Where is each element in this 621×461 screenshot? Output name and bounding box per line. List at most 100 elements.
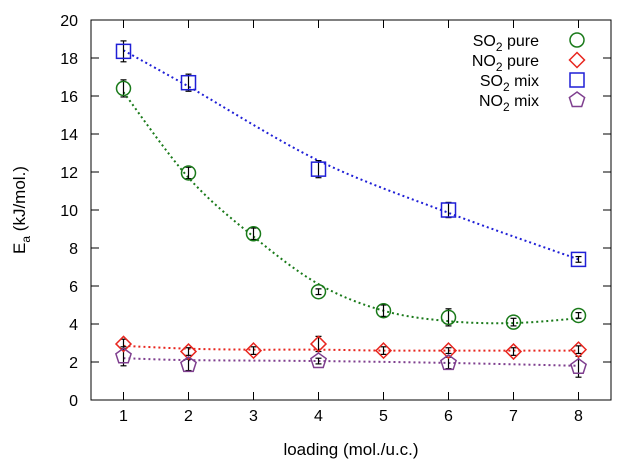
- fit-curves: [122, 49, 579, 367]
- data-markers: [114, 43, 588, 374]
- error-bar: [120, 79, 127, 98]
- error-bar: [250, 346, 257, 355]
- ticks: [91, 19, 611, 401]
- error-bar: [575, 312, 582, 319]
- legend-marker: [569, 32, 585, 48]
- y-tick-label: 20: [60, 13, 78, 30]
- error-bar: [185, 166, 192, 180]
- legend-label-formula: NO: [479, 93, 503, 110]
- x-tick-label: 3: [249, 408, 258, 425]
- x-tick-label: 5: [379, 408, 388, 425]
- legend-label-suffix: pure: [503, 53, 540, 70]
- legend-marker: [568, 91, 586, 108]
- data-point: [439, 342, 458, 360]
- legend-label-suffix: pure: [503, 33, 540, 50]
- y-axis-title-main: E: [10, 243, 29, 254]
- y-axis-title: Ea (kJ/mol.): [10, 166, 33, 254]
- y-axis-title-sub: a: [19, 236, 33, 243]
- data-point: [115, 80, 132, 97]
- fit-curve: [123, 344, 579, 352]
- data-point: [310, 283, 327, 300]
- legend-label-suffix: mix: [510, 93, 539, 110]
- data-point: [440, 202, 457, 218]
- data-point: [375, 302, 392, 319]
- legend-label-formula: SO: [480, 73, 503, 90]
- y-tick-label: 14: [60, 127, 78, 144]
- legend-label-formula: SO: [473, 33, 496, 50]
- y-tick-label: 8: [69, 241, 78, 258]
- error-bar: [445, 347, 452, 355]
- error-bar: [315, 160, 322, 179]
- error-bar: [575, 345, 582, 355]
- y-tick-label: 6: [69, 279, 78, 296]
- legend-label-subscript: 2: [503, 100, 510, 114]
- error-bar: [185, 73, 192, 92]
- x-tick-label: 7: [509, 408, 518, 425]
- legend-label: SO2 mix: [480, 73, 539, 94]
- x-tick-label: 4: [314, 408, 323, 425]
- error-bars: [120, 40, 582, 378]
- error-bar: [315, 357, 322, 365]
- data-point: [570, 251, 587, 268]
- y-tick-label: 10: [60, 203, 78, 220]
- legend-label-subscript: 2: [496, 40, 503, 54]
- y-tick-label: 16: [60, 89, 78, 106]
- legend-marker: [569, 72, 585, 88]
- data-point: [505, 314, 522, 330]
- data-point: [440, 309, 457, 326]
- y-tick-label: 0: [69, 393, 78, 410]
- y-axis-title-rest: (kJ/mol.): [10, 166, 29, 236]
- data-point: [504, 342, 523, 361]
- legend-label: SO2 pure: [473, 33, 539, 54]
- x-tick-label: 1: [119, 408, 128, 425]
- legend-label-suffix: mix: [510, 73, 539, 90]
- data-point: [440, 354, 457, 371]
- error-bar: [445, 201, 452, 219]
- error-bar: [510, 347, 517, 356]
- fit-curve: [122, 91, 579, 325]
- legend-label: NO2 mix: [479, 93, 539, 114]
- y-tick-label: 12: [60, 165, 78, 182]
- error-bar: [380, 346, 387, 355]
- data-point: [310, 352, 327, 369]
- error-bar: [510, 317, 517, 327]
- data-point: [569, 341, 588, 359]
- x-tick-label: 6: [444, 408, 453, 425]
- data-point: [570, 307, 587, 324]
- data-point: [245, 226, 262, 242]
- y-tick-label: 4: [69, 317, 78, 334]
- data-point: [570, 357, 587, 374]
- data-point: [374, 342, 393, 360]
- data-point: [180, 355, 197, 373]
- error-bar: [575, 255, 582, 263]
- y-tick-label: 2: [69, 355, 78, 372]
- data-point: [180, 165, 197, 181]
- error-bar: [315, 288, 322, 296]
- legend-label: NO2 pure: [472, 53, 539, 74]
- data-point: [309, 335, 328, 353]
- error-bar: [185, 358, 192, 372]
- error-bar: [380, 304, 387, 317]
- data-point: [115, 347, 132, 364]
- y-tick-label: 18: [60, 51, 78, 68]
- data-point: [115, 43, 132, 60]
- data-point: [180, 74, 197, 91]
- error-bar: [250, 227, 257, 241]
- data-point: [244, 342, 263, 360]
- legend-label-subscript: 2: [503, 80, 510, 94]
- legend-label-formula: NO: [472, 53, 496, 70]
- x-tick-label: 2: [184, 408, 193, 425]
- legend-marker: [568, 51, 586, 69]
- x-axis-title: loading (mol./u.c.): [283, 440, 418, 459]
- error-bar: [185, 347, 192, 356]
- fit-curve: [123, 357, 579, 367]
- data-point: [179, 342, 198, 361]
- x-tick-label: 8: [574, 408, 583, 425]
- error-bar: [445, 308, 452, 327]
- fit-curve: [123, 49, 579, 261]
- data-point: [310, 161, 327, 177]
- data-point: [114, 335, 133, 353]
